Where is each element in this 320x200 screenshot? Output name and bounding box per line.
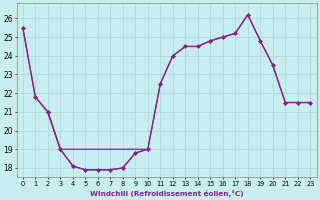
X-axis label: Windchill (Refroidissement éolien,°C): Windchill (Refroidissement éolien,°C)	[90, 190, 244, 197]
